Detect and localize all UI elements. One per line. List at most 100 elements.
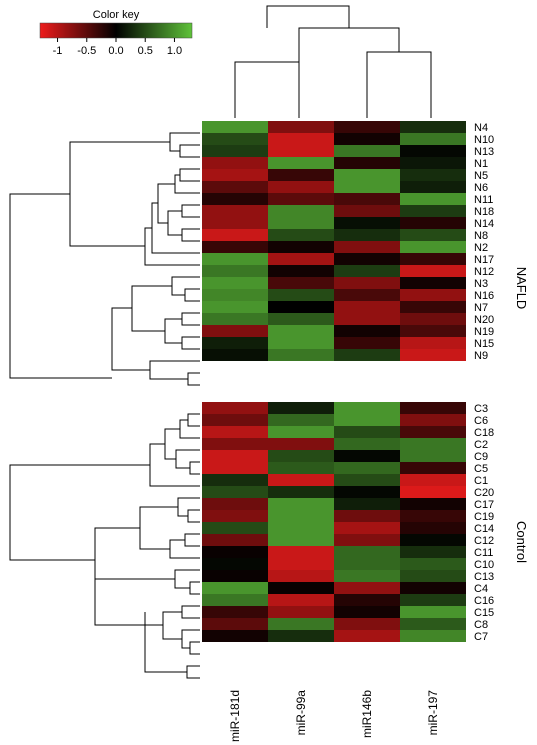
heatmap-cell-n19-2: [334, 325, 400, 337]
column-label-1: miR-99a: [294, 690, 308, 736]
heatmap-cell-n14-0: [202, 217, 268, 229]
row-label-n14: N14: [474, 218, 494, 230]
heatmap-cell-c14-1: [268, 522, 334, 534]
heatmap-cell-n8-3: [400, 229, 466, 241]
heatmap-cell-n7-1: [268, 301, 334, 313]
heatmap-cell-n19-3: [400, 325, 466, 337]
heatmap-cell-n17-1: [268, 253, 334, 265]
heatmap-cell-n16-1: [268, 289, 334, 301]
heatmap-cell-n9-0: [202, 349, 268, 361]
heatmap-cell-c12-2: [334, 534, 400, 546]
group-label-control: Control: [514, 521, 529, 563]
heatmap-cell-c7-1: [268, 630, 334, 642]
heatmap-cell-n15-2: [334, 337, 400, 349]
row-label-c10: C10: [474, 559, 494, 571]
heatmap-cell-n7-0: [202, 301, 268, 313]
heatmap-cell-c4-3: [400, 582, 466, 594]
heatmap-cell-c20-2: [334, 486, 400, 498]
heatmap-cell-c5-2: [334, 462, 400, 474]
heatmap-cell-c11-2: [334, 546, 400, 558]
row-label-c1: C1: [474, 475, 488, 487]
heatmap-cell-c11-3: [400, 546, 466, 558]
row-label-c19: C19: [474, 511, 494, 523]
heatmap-cell-c17-1: [268, 498, 334, 510]
heatmap-cell-c11-0: [202, 546, 268, 558]
heatmap-cell-n2-2: [334, 241, 400, 253]
heatmap-cell-n15-0: [202, 337, 268, 349]
heatmap-cell-c19-2: [334, 510, 400, 522]
row-label-n17: N17: [474, 254, 494, 266]
heatmap-cell-n18-0: [202, 205, 268, 217]
heatmap-cell-n11-2: [334, 193, 400, 205]
heatmap-cell-n2-1: [268, 241, 334, 253]
heatmap-cell-n20-3: [400, 313, 466, 325]
heatmap-cell-n16-2: [334, 289, 400, 301]
heatmap-cell-n20-0: [202, 313, 268, 325]
row-label-c16: C16: [474, 595, 494, 607]
heatmap-cell-c7-2: [334, 630, 400, 642]
heatmap-cell-n4-2: [334, 121, 400, 133]
heatmap-cell-n16-3: [400, 289, 466, 301]
row-label-n13: N13: [474, 146, 494, 158]
heatmap-cell-n15-3: [400, 337, 466, 349]
heatmap-cell-c16-3: [400, 594, 466, 606]
heatmap-cell-n3-1: [268, 277, 334, 289]
row-dendrogram-nafld: [9, 132, 200, 386]
heatmap-cell-n10-1: [268, 133, 334, 145]
heatmap-cell-n2-0: [202, 241, 268, 253]
heatmap-cell-n4-1: [268, 121, 334, 133]
column-dendrogram: [234, 5, 432, 118]
heatmap-cell-c20-1: [268, 486, 334, 498]
heatmap-cell-c15-1: [268, 606, 334, 618]
heatmap-cell-c13-3: [400, 570, 466, 582]
row-label-n7: N7: [474, 302, 488, 314]
heatmap-cell-n5-3: [400, 169, 466, 181]
heatmap-cell-n7-2: [334, 301, 400, 313]
heatmap-cell-c9-3: [400, 450, 466, 462]
heatmap-cell-n14-1: [268, 217, 334, 229]
heatmap-cell-n18-2: [334, 205, 400, 217]
heatmap-cell-n1-1: [268, 157, 334, 169]
color-key-ticks: -1 -0.5 0.0 0.5 1.0: [53, 38, 182, 57]
color-key-tick-label: -0.5: [77, 45, 96, 57]
heatmap-cell-c16-2: [334, 594, 400, 606]
row-label-c12: C12: [474, 535, 494, 547]
heatmap-cell-c17-0: [202, 498, 268, 510]
heatmap-cell-n12-3: [400, 265, 466, 277]
heatmap-cell-n11-0: [202, 193, 268, 205]
heatmap-cell-n8-1: [268, 229, 334, 241]
heatmap-cell-n1-3: [400, 157, 466, 169]
heatmap-cell-c17-3: [400, 498, 466, 510]
heatmap-cell-n4-3: [400, 121, 466, 133]
row-label-c15: C15: [474, 607, 494, 619]
heatmap-cell-c1-0: [202, 474, 268, 486]
row-label-c2: C2: [474, 439, 488, 451]
heatmap-cell-n8-2: [334, 229, 400, 241]
row-label-n16: N16: [474, 290, 494, 302]
row-label-n1: N1: [474, 158, 488, 170]
heatmap-cell-c10-0: [202, 558, 268, 570]
heatmap-cells: [202, 121, 466, 642]
row-label-c5: C5: [474, 463, 488, 475]
heatmap-cell-c19-0: [202, 510, 268, 522]
heatmap-cell-n3-3: [400, 277, 466, 289]
heatmap-cell-c5-0: [202, 462, 268, 474]
heatmap-cell-c12-1: [268, 534, 334, 546]
row-label-c8: C8: [474, 619, 488, 631]
heatmap-cell-n16-0: [202, 289, 268, 301]
heatmap-cell-c18-3: [400, 426, 466, 438]
heatmap-cell-c8-1: [268, 618, 334, 630]
heatmap-cell-c15-2: [334, 606, 400, 618]
heatmap-cell-c2-0: [202, 438, 268, 450]
heatmap-cell-c12-3: [400, 534, 466, 546]
heatmap-cell-c3-3: [400, 402, 466, 414]
color-key-gradient: [39, 22, 193, 39]
heatmap-cell-n17-2: [334, 253, 400, 265]
heatmap-cell-n14-3: [400, 217, 466, 229]
heatmap-cell-n11-1: [268, 193, 334, 205]
row-label-n5: N5: [474, 170, 488, 182]
heatmap-cell-c4-1: [268, 582, 334, 594]
heatmap-cell-c19-1: [268, 510, 334, 522]
heatmap-cell-n10-3: [400, 133, 466, 145]
